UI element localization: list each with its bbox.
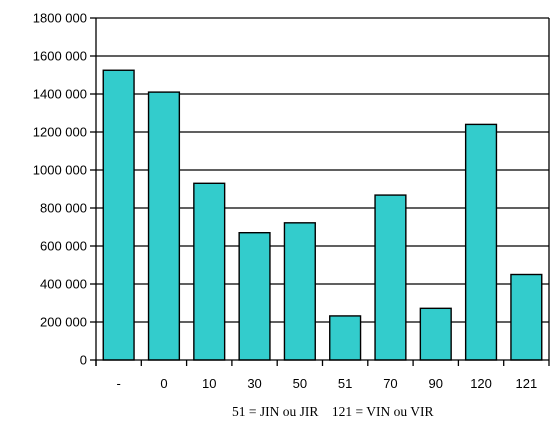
x-tick-label: 70 (383, 376, 397, 391)
y-tick-label: 800 000 (40, 201, 87, 216)
x-tick-label: 50 (293, 376, 307, 391)
x-tick-labels: - 0 10 30 50 51 70 90 120 121 (116, 376, 537, 391)
y-tick-label: 1400 000 (33, 87, 87, 102)
x-tick-label: 0 (160, 376, 167, 391)
bar (102, 69, 135, 361)
y-tick-label: 0 (80, 353, 87, 368)
bar (238, 231, 271, 361)
y-tick-label: 1600 000 (33, 49, 87, 64)
x-tick-label: 51 (338, 376, 352, 391)
x-tick-label: - (116, 376, 120, 391)
bar (283, 222, 316, 361)
y-tick-label: 1000 000 (33, 163, 87, 178)
y-tick-label: 600 000 (40, 239, 87, 254)
bar (193, 182, 226, 361)
y-tick-label: 1200 000 (33, 125, 87, 140)
chart-annotation: 51 = JIN ou JIR 121 = VIN ou VIR (232, 404, 434, 419)
bar (374, 194, 407, 361)
bars (102, 69, 543, 361)
x-tick-label: 10 (202, 376, 216, 391)
x-tick-label: 121 (515, 376, 537, 391)
y-tick-labels: 0 200 000 400 000 600 000 800 000 1000 000 120… (33, 11, 87, 368)
y-tick-label: 200 000 (40, 315, 87, 330)
x-tick-label: 90 (429, 376, 443, 391)
x-tick-label: 120 (470, 376, 492, 391)
bar (419, 307, 452, 361)
y-tick-label: 400 000 (40, 277, 87, 292)
bar (147, 91, 181, 361)
x-tick-label: 30 (247, 376, 261, 391)
bar (464, 123, 498, 361)
axes (90, 17, 550, 366)
bar (329, 315, 362, 361)
bar (510, 273, 543, 361)
y-tick-label: 1800 000 (33, 11, 87, 26)
